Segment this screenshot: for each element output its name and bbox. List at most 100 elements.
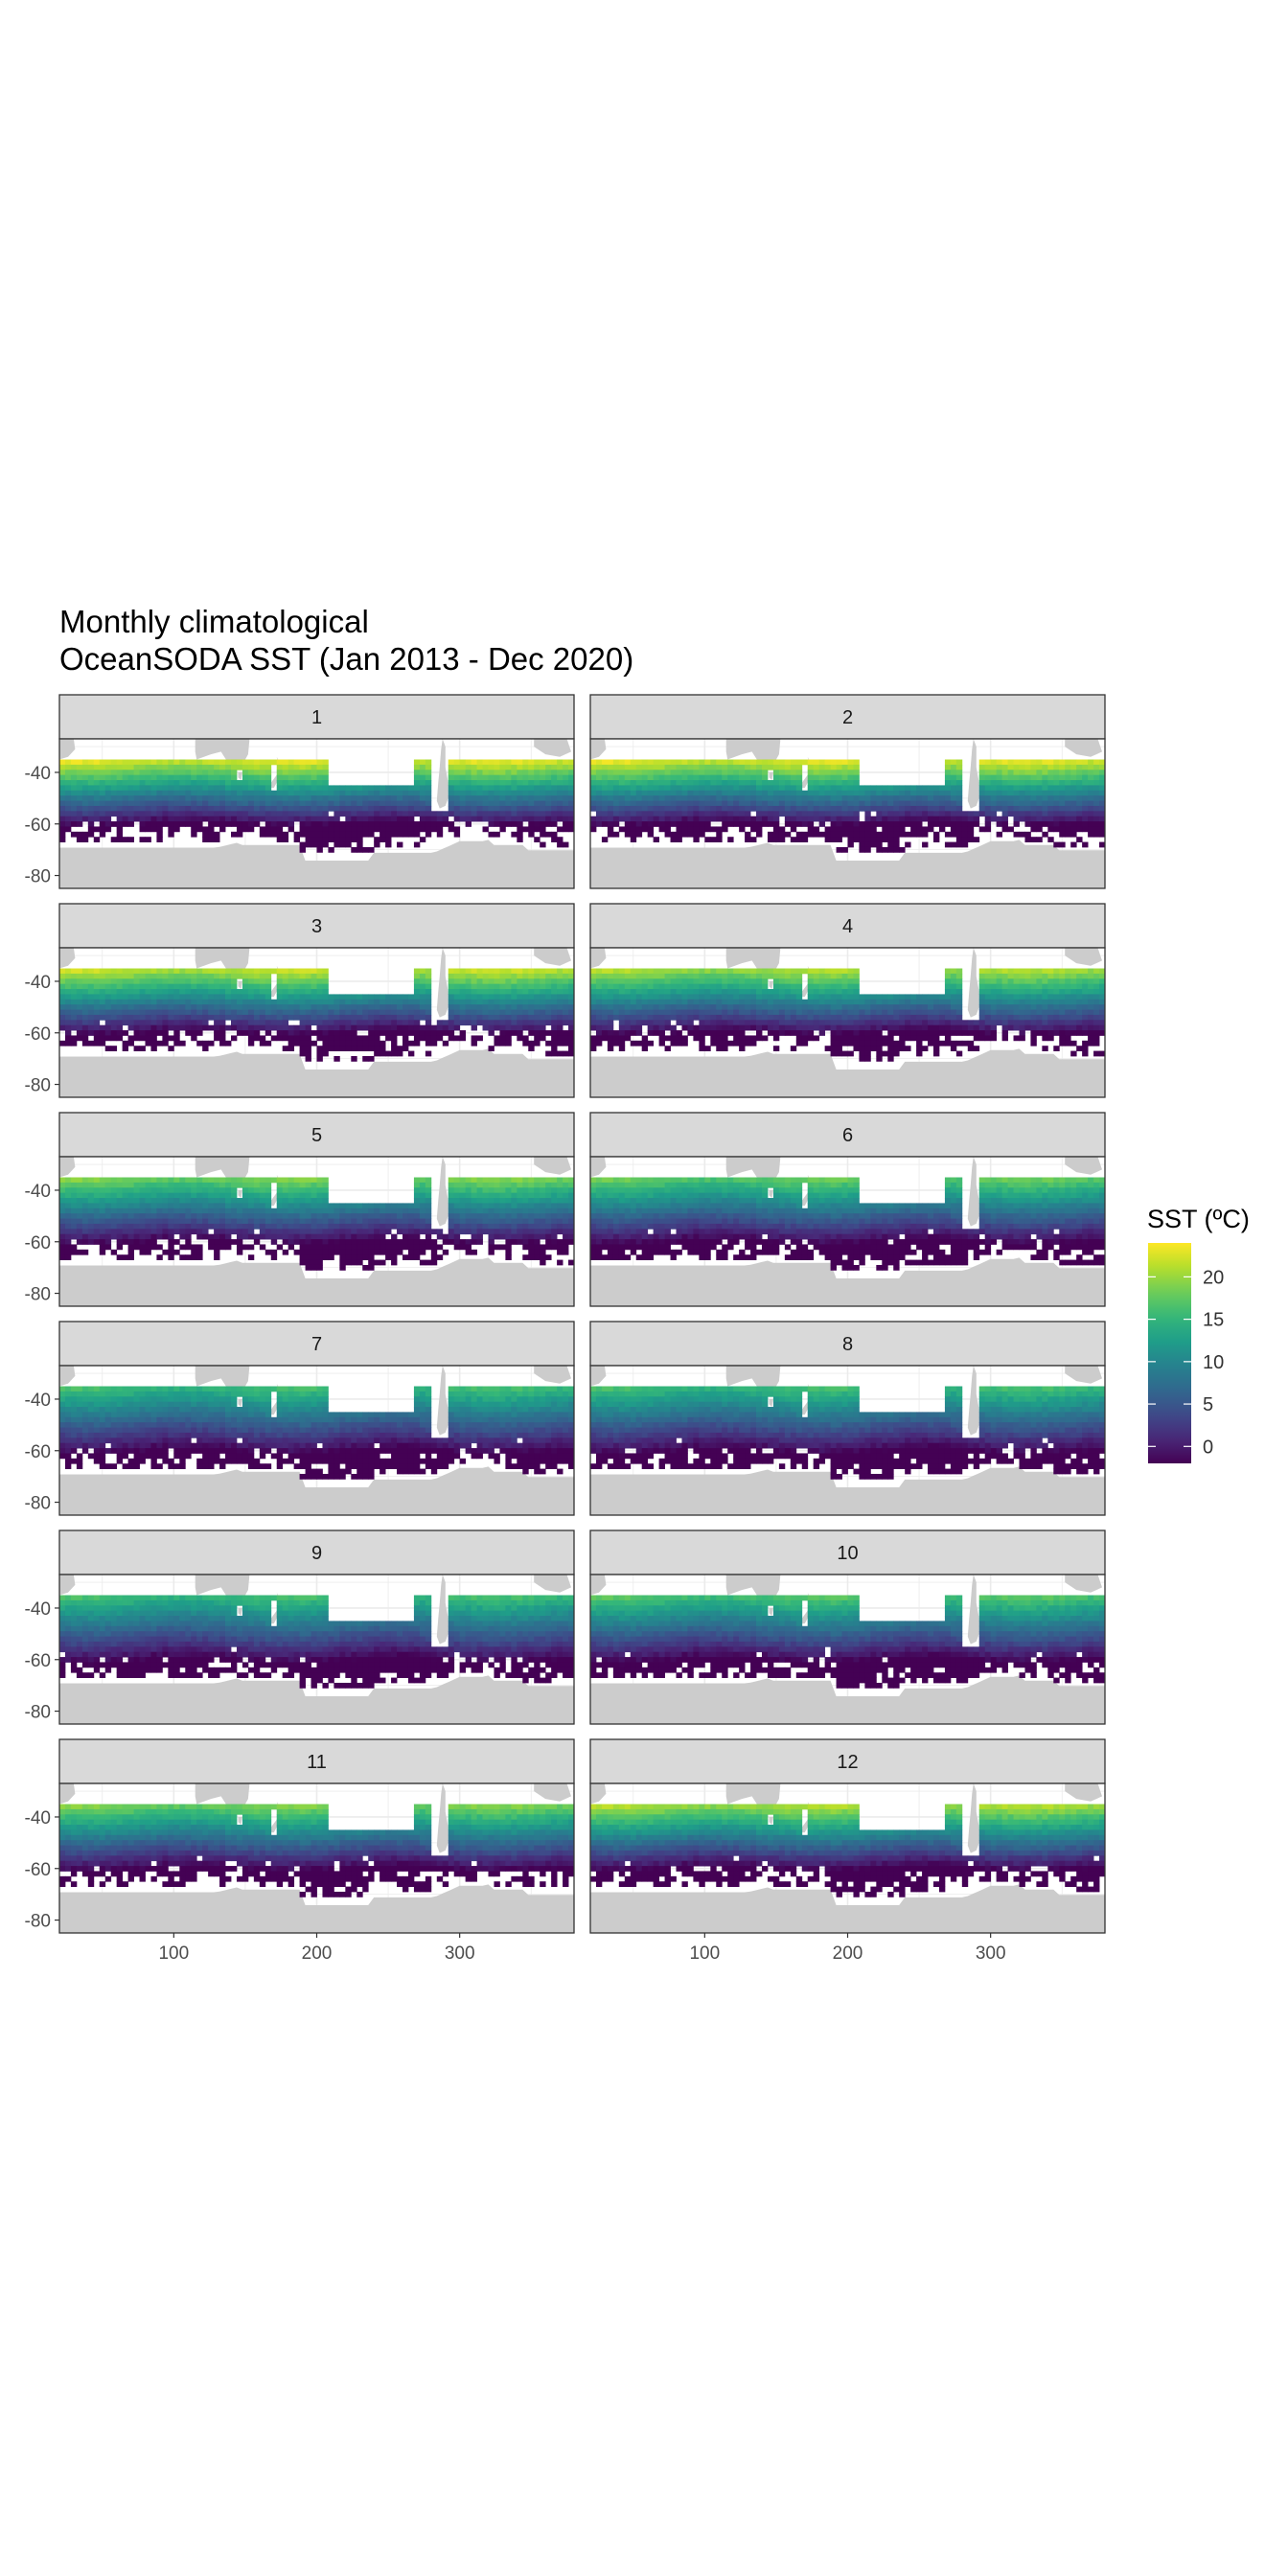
heat-cell	[179, 983, 186, 990]
heat-cell	[322, 1046, 329, 1051]
heat-cell	[933, 1004, 940, 1010]
heat-cell	[122, 795, 128, 801]
heat-cell	[93, 973, 101, 979]
heat-cell	[242, 999, 249, 1005]
heat-cell	[476, 811, 483, 817]
heat-cell	[905, 790, 911, 796]
heat-cell	[756, 1014, 763, 1021]
heat-cell	[933, 811, 940, 817]
heat-cell	[351, 1030, 357, 1036]
heat-cell	[607, 978, 614, 985]
heat-cell	[704, 826, 711, 833]
heat-cell	[864, 1009, 871, 1016]
heat-cell	[356, 790, 363, 796]
heat-cell	[1065, 816, 1071, 822]
heat-cell	[944, 785, 952, 792]
heat-cell	[1030, 759, 1037, 766]
heat-cell	[607, 1035, 614, 1042]
heat-cell	[687, 1030, 694, 1036]
heat-cell	[316, 774, 323, 781]
heat-cell	[557, 1004, 564, 1010]
heat-cell	[1019, 973, 1025, 979]
heat-cell	[522, 1004, 529, 1010]
heat-cell	[288, 774, 295, 781]
heat-cell	[150, 800, 157, 807]
heat-cell	[122, 770, 128, 776]
heat-cell	[288, 1035, 295, 1042]
heat-cell	[247, 973, 255, 979]
heat-cell	[522, 1035, 529, 1042]
heat-cell	[635, 1009, 643, 1016]
heat-cell	[864, 1030, 871, 1036]
heat-cell	[397, 1009, 403, 1016]
heat-cell	[722, 983, 728, 990]
heat-cell	[196, 805, 203, 812]
heat-cell	[471, 795, 477, 801]
heat-cell	[494, 816, 500, 822]
heat-cell	[534, 983, 540, 990]
heat-cell	[1019, 811, 1025, 817]
heat-cell	[641, 821, 649, 827]
heat-cell	[551, 837, 558, 842]
heat-cell	[87, 764, 95, 770]
heat-cell	[876, 1030, 883, 1036]
heat-cell	[545, 1004, 552, 1010]
heat-cell	[1093, 989, 1100, 995]
heat-cell	[368, 1024, 375, 1031]
heat-cell	[351, 805, 357, 812]
heat-cell	[955, 841, 963, 848]
heat-cell	[1007, 785, 1014, 792]
heat-cell	[425, 1024, 432, 1031]
heat-cell	[693, 831, 700, 838]
heat-cell	[356, 795, 363, 801]
heat-cell	[534, 1035, 540, 1042]
heat-cell	[1093, 1030, 1100, 1036]
heat-cell	[328, 800, 334, 807]
heat-cell	[196, 1014, 203, 1021]
heat-cell	[653, 770, 659, 776]
heat-cell	[1013, 1020, 1020, 1026]
heat-cell	[944, 770, 952, 776]
heat-cell	[1082, 1040, 1089, 1046]
heat-cell	[762, 764, 769, 770]
heat-cell	[762, 821, 769, 827]
heat-cell	[1053, 764, 1060, 770]
heat-cell	[168, 989, 174, 995]
heat-cell	[322, 994, 329, 1000]
heat-cell	[488, 800, 494, 807]
heat-cell	[772, 785, 780, 792]
heat-cell	[110, 837, 118, 842]
heat-cell	[522, 1040, 529, 1046]
heat-cell	[1019, 816, 1025, 822]
heat-cell	[436, 1035, 444, 1042]
heat-cell	[545, 811, 552, 817]
heat-cell	[687, 759, 694, 766]
heat-cell	[716, 1035, 723, 1042]
heat-cell	[425, 1014, 432, 1021]
heat-cell	[635, 811, 643, 817]
heat-cell	[767, 821, 774, 827]
heat-cell	[202, 826, 209, 833]
heat-cell	[242, 764, 249, 770]
heat-cell	[647, 800, 655, 807]
heat-cell	[568, 759, 574, 766]
heat-cell	[905, 1030, 911, 1036]
heat-cell	[647, 1020, 655, 1026]
heat-cell	[1082, 816, 1089, 822]
heat-cell	[407, 1024, 415, 1031]
heat-cell	[813, 831, 820, 838]
heat-cell	[905, 831, 911, 838]
heat-cell	[162, 821, 169, 827]
heat-cell	[116, 989, 124, 995]
heat-cell	[704, 989, 711, 995]
heat-cell	[607, 821, 614, 827]
heat-cell	[710, 1009, 717, 1016]
heat-cell	[362, 785, 369, 792]
heat-cell	[1001, 994, 1008, 1000]
heat-cell	[499, 994, 506, 1000]
heat-cell	[139, 780, 146, 786]
heat-cell	[653, 1030, 659, 1036]
heat-cell	[601, 837, 609, 842]
heat-cell	[322, 800, 329, 807]
heat-cell	[59, 826, 66, 833]
